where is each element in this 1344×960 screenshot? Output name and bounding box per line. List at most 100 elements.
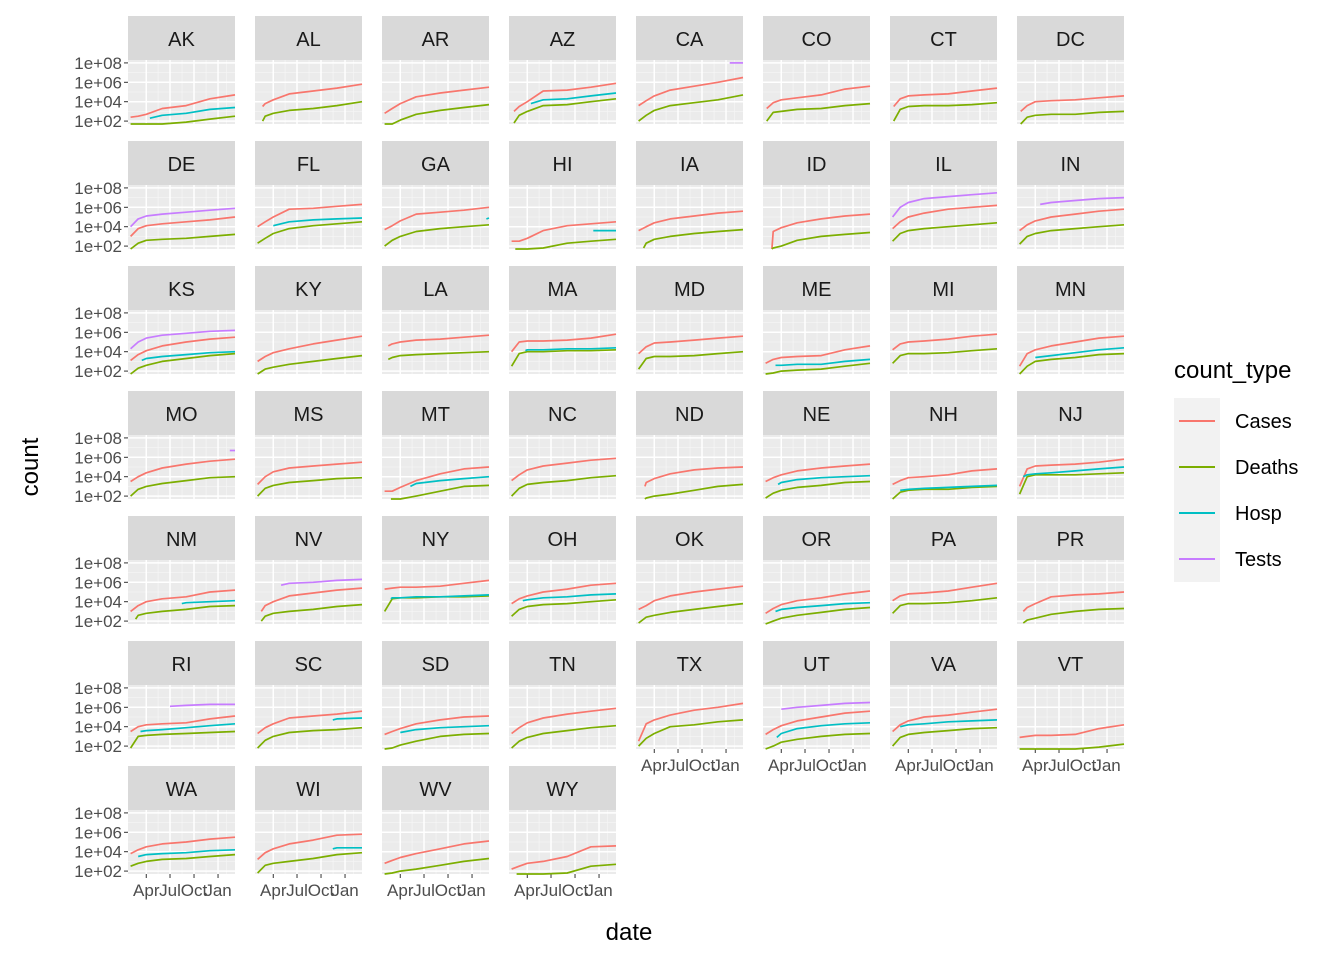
- series-line-cases: [892, 204, 998, 230]
- facet-strip-label: TX: [677, 654, 703, 676]
- series-line-deaths: [130, 352, 236, 375]
- facet-panel: KY: [255, 266, 363, 375]
- series-line-deaths: [129, 730, 236, 749]
- facet-strip: [636, 266, 743, 310]
- x-tick-label: Jul: [540, 881, 562, 900]
- series-line-cases: [644, 466, 744, 487]
- facet-strip-label: DC: [1056, 29, 1085, 51]
- series-line-cases: [765, 710, 871, 736]
- axis-titles: date count: [17, 437, 652, 946]
- series-line-deaths: [511, 724, 617, 749]
- series-line-deaths: [891, 726, 998, 747]
- y-tick-label: 1e+08: [74, 429, 122, 448]
- series-line-cases: [1019, 723, 1125, 739]
- series-line-deaths: [638, 602, 744, 624]
- series-line-cases: [384, 466, 490, 493]
- series-line-cases: [130, 94, 236, 119]
- facet-strip-label: UT: [803, 654, 830, 676]
- series-line-deaths: [256, 726, 363, 749]
- x-tick-label: Apr: [895, 756, 922, 775]
- series-line-cases: [638, 335, 744, 355]
- facet-strip: [763, 641, 870, 685]
- series-line-cases: [511, 220, 617, 243]
- facet-strip: [255, 266, 362, 310]
- series-line-deaths: [384, 732, 490, 750]
- y-tick-label: 1e+02: [74, 112, 122, 131]
- x-tick-label: Oct: [562, 881, 589, 900]
- facet-strip: [1017, 16, 1124, 60]
- facet-strip: [890, 141, 997, 185]
- facet-strip-label: WI: [296, 779, 320, 801]
- facet-panel: SD: [382, 641, 490, 750]
- facet-panel: IL: [890, 141, 998, 249]
- facet-panel: LA: [382, 266, 490, 374]
- facet-panel: PA: [890, 516, 998, 624]
- series-line-deaths: [130, 475, 236, 497]
- y-tick-label: 1e+08: [74, 804, 122, 823]
- series-line-deaths: [637, 719, 744, 747]
- series-line-hosp: [1022, 466, 1125, 478]
- series-line-deaths: [642, 228, 744, 249]
- facet-strip-label: WY: [546, 779, 578, 801]
- series-line-tests: [129, 207, 236, 228]
- x-tick-label: Apr: [641, 756, 668, 775]
- series-line-cases: [1019, 208, 1125, 232]
- series-line-cases: [130, 715, 236, 733]
- y-tick-label: 1e+06: [74, 323, 122, 342]
- facet-strip: [255, 391, 362, 435]
- series-line-hosp: [141, 350, 236, 362]
- series-line-cases: [638, 585, 744, 611]
- facet-strip: [382, 391, 489, 435]
- series-line-cases: [384, 715, 490, 736]
- series-line-cases: [765, 590, 871, 615]
- facet-panel: MD: [636, 266, 744, 374]
- series-line-deaths: [637, 350, 744, 370]
- x-tick-label: Oct: [1070, 756, 1097, 775]
- facet-strip: [1017, 266, 1124, 310]
- series-line-hosp: [332, 717, 363, 721]
- x-tick-label: Apr: [133, 881, 160, 900]
- legend-label: Tests: [1235, 549, 1282, 571]
- series-line-cases: [384, 86, 490, 115]
- series-line-cases: [766, 85, 871, 110]
- facet-strip-label: DE: [168, 154, 196, 176]
- facet-strip-label: WV: [419, 779, 452, 801]
- facet-panel: AL: [255, 16, 363, 124]
- series-line-cases: [511, 845, 617, 870]
- facet-strip: [763, 516, 870, 560]
- facet-strip-label: OH: [548, 529, 578, 551]
- facet-strip-label: MA: [548, 279, 579, 301]
- series-line-deaths: [510, 348, 617, 367]
- series-line-cases: [893, 87, 998, 108]
- facet-strip-label: NV: [295, 529, 323, 551]
- facet-strip-label: OR: [802, 529, 832, 551]
- facet-strip: [128, 641, 235, 685]
- facet-strip-label: MO: [165, 404, 197, 426]
- series-line-cases: [765, 345, 871, 365]
- facet-panel: OH: [509, 516, 617, 624]
- y-tick-label: 1e+04: [74, 93, 122, 112]
- series-line-deaths: [134, 604, 236, 620]
- facet-strip-label: FL: [297, 154, 320, 176]
- x-tick-label: Jul: [159, 881, 181, 900]
- facet-panel: PR: [1017, 516, 1125, 624]
- series-line-deaths: [1018, 352, 1125, 375]
- facet-strip-label: LA: [423, 279, 448, 301]
- series-line-cases: [1018, 458, 1125, 487]
- x-tick-label: Oct: [181, 881, 208, 900]
- series-line-hosp: [486, 217, 490, 220]
- facet-strip: [382, 516, 489, 560]
- series-line-hosp: [775, 358, 871, 367]
- series-line-deaths: [1018, 471, 1125, 495]
- y-tick-label: 1e+06: [74, 198, 122, 217]
- facet-strip: [1017, 641, 1124, 685]
- x-tick-label: Jan: [966, 756, 993, 775]
- y-tick-label: 1e+06: [74, 698, 122, 717]
- facet-strip-label: CO: [802, 29, 832, 51]
- facet-strip: [1017, 516, 1124, 560]
